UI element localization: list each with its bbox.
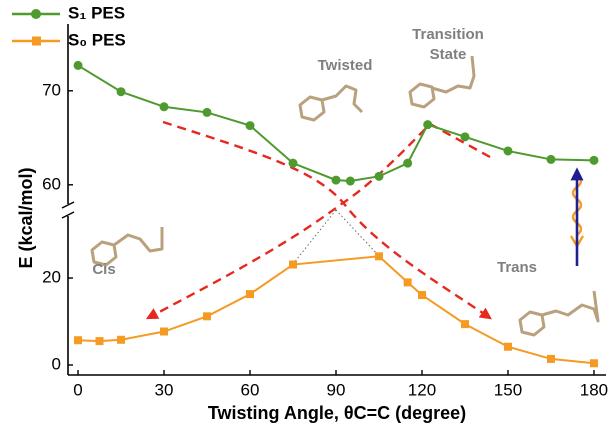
x-tick-label: 120	[408, 380, 436, 399]
annotation: Trans	[497, 259, 537, 276]
dashed-path	[148, 124, 490, 318]
y-tick-label: 0	[52, 354, 61, 373]
point	[418, 291, 426, 299]
point	[461, 320, 469, 328]
dashed-path	[163, 122, 490, 318]
point	[547, 355, 555, 363]
y-axis-label: E (kcal/mol)	[16, 167, 36, 268]
legend-label: S₀ PES	[68, 30, 126, 49]
point	[289, 159, 298, 168]
point	[74, 336, 82, 344]
y-tick-label: 70	[42, 80, 61, 99]
chart: E (kcal/mol) Twisting Angle, θC=C (degre…	[0, 0, 611, 435]
annotation: Cis	[92, 261, 115, 278]
annotation: Transition	[412, 26, 484, 43]
dashed-paths	[148, 122, 490, 318]
point	[74, 61, 83, 70]
molecule	[410, 56, 474, 107]
point	[289, 261, 297, 269]
legend-label: S₁ PES	[68, 3, 125, 22]
point	[504, 343, 512, 351]
point	[246, 290, 254, 298]
y-tick-label: 20	[42, 268, 61, 287]
point	[332, 176, 341, 185]
dotted-guide	[293, 210, 336, 264]
x-axis-label: Twisting Angle, θC=C (degree)	[208, 403, 466, 423]
axes	[62, 24, 606, 375]
point	[203, 312, 211, 320]
annotation: Twisted	[318, 57, 373, 74]
y-tick-label: 60	[42, 174, 61, 193]
x-tick-label: 90	[327, 380, 346, 399]
point	[460, 132, 469, 141]
point	[403, 159, 412, 168]
point	[590, 359, 598, 367]
point	[117, 87, 126, 96]
legend-marker	[31, 9, 41, 19]
point	[374, 172, 383, 181]
molecule-sketches	[92, 56, 598, 335]
annotation: State	[430, 46, 467, 63]
x-tick-label: 30	[155, 380, 174, 399]
point	[160, 328, 168, 336]
point	[423, 120, 432, 129]
x-tick-label: 180	[580, 380, 608, 399]
molecule	[92, 227, 162, 265]
point	[346, 177, 355, 186]
point	[246, 121, 255, 130]
x-tick-label: 60	[241, 380, 260, 399]
point	[160, 102, 169, 111]
x-tick-label: 150	[494, 380, 522, 399]
point	[589, 156, 598, 165]
molecule	[300, 86, 362, 120]
point	[375, 252, 383, 260]
legend-marker	[32, 37, 41, 46]
point	[203, 108, 212, 117]
dotted-guides	[293, 210, 379, 264]
point	[117, 336, 125, 344]
point	[96, 337, 104, 345]
point	[546, 155, 555, 164]
x-tick-label: 0	[73, 380, 82, 399]
molecule	[520, 291, 598, 335]
point	[404, 278, 412, 286]
point	[503, 146, 512, 155]
series-line	[78, 65, 594, 181]
